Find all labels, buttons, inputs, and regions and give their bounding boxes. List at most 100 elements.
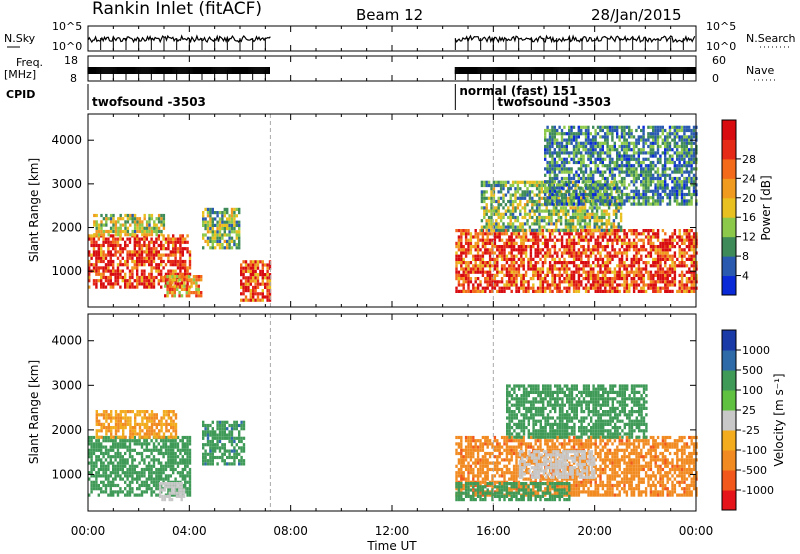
heatmap-cell (539, 248, 542, 252)
heatmap-cell (623, 277, 626, 281)
heatmap-cell (620, 160, 624, 165)
heatmap-cell (625, 286, 629, 290)
heatmap-cell (195, 281, 198, 285)
heatmap-cell (592, 196, 595, 200)
freq-tick-top: 18 (64, 54, 78, 67)
heatmap-cell (664, 280, 667, 284)
heatmap-cell (584, 167, 588, 171)
heatmap-cell (690, 202, 693, 206)
heatmap-cell (527, 238, 530, 242)
heatmap-cell (647, 125, 650, 129)
heatmap-cell (505, 238, 509, 242)
heatmap-cell (600, 222, 604, 226)
heatmap-cell (620, 270, 624, 274)
heatmap-cell (176, 263, 180, 267)
heatmap-cell (599, 251, 602, 255)
heatmap-cell (472, 270, 475, 274)
heatmap-cell (152, 240, 156, 244)
heatmap-cell (92, 445, 96, 449)
heatmap-cell (637, 289, 641, 293)
heatmap-cell (112, 266, 115, 270)
heatmap-cell (102, 223, 106, 227)
heatmap-cell (615, 209, 618, 213)
heatmap-cell (668, 148, 672, 152)
heatmap-cell (455, 251, 458, 255)
heatmap-cell (527, 286, 530, 290)
heatmap-cell (652, 273, 655, 277)
heatmap-cell (668, 160, 672, 165)
heatmap-cell (188, 287, 191, 291)
heatmap-cell (527, 257, 530, 261)
heatmap-cell (666, 280, 669, 284)
heatmap-cell (671, 235, 674, 239)
heatmap-cell (619, 206, 623, 210)
heatmap-cell (131, 282, 134, 286)
heatmap-cell (462, 280, 465, 284)
heatmap-cell (95, 266, 98, 270)
heatmap-cell (529, 251, 533, 255)
heatmap-cell (472, 267, 475, 271)
heatmap-cell (480, 219, 484, 223)
heatmap-cell (577, 144, 580, 149)
heatmap-cell (652, 199, 655, 203)
heatmap-cell (155, 233, 158, 237)
heatmap-cell (690, 257, 693, 261)
heatmap-cell (481, 241, 485, 245)
heatmap-cell (580, 125, 583, 129)
heatmap-cell (592, 283, 595, 287)
heatmap-cell (592, 154, 595, 158)
heatmap-cell (204, 207, 207, 211)
heatmap-cell (666, 144, 669, 149)
heatmap-cell (497, 215, 500, 220)
heatmap-cell (611, 254, 614, 258)
heatmap-cell (514, 215, 517, 220)
heatmap-cell (563, 167, 566, 171)
heatmap-cell (664, 148, 667, 152)
heatmap-cell (668, 125, 672, 129)
heatmap-cell (618, 273, 621, 277)
heatmap-cell (553, 160, 556, 165)
heatmap-cell (500, 232, 504, 236)
heatmap-cell (539, 286, 542, 290)
heatmap-cell (616, 202, 619, 206)
heatmap-cell (548, 180, 552, 184)
heatmap-cell (252, 279, 255, 283)
heatmap-cell (666, 157, 669, 161)
heatmap-cell (616, 277, 619, 281)
heatmap-cell (107, 259, 110, 264)
heatmap-cell (572, 289, 576, 293)
heatmap-cell (496, 273, 499, 277)
heatmap-cell (510, 251, 513, 255)
heatmap-cell (560, 160, 564, 165)
heatmap-cell (625, 248, 629, 252)
heatmap-cell (678, 232, 681, 236)
heatmap-cell (587, 232, 590, 236)
heatmap-cell (688, 192, 691, 197)
heatmap-cell (617, 193, 620, 197)
heatmap-cell (611, 173, 614, 177)
heatmap-cell (656, 186, 660, 190)
heatmap-cell (685, 264, 689, 268)
heatmap-cell (680, 180, 684, 184)
heatmap-cell (644, 261, 648, 265)
heatmap-cell (522, 280, 525, 284)
heatmap-cell (544, 154, 547, 158)
heatmap-cell (656, 261, 660, 265)
heatmap-cell (486, 261, 489, 265)
heatmap-cell (544, 245, 547, 249)
heatmap-cell (584, 264, 588, 268)
heatmap-cell (683, 125, 686, 129)
cpid-entry: normal (fast) 151 (459, 84, 577, 98)
heatmap-cell (683, 202, 686, 206)
heatmap-cell (572, 241, 576, 245)
heatmap-cell (498, 232, 501, 236)
heatmap-cell (499, 228, 503, 232)
heatmap-cell (654, 176, 657, 181)
heatmap-cell (520, 273, 523, 277)
heatmap-cell (649, 280, 653, 284)
heatmap-cell (577, 254, 581, 258)
heatmap-cell (467, 241, 470, 245)
heatmap-cell (601, 183, 604, 187)
heatmap-cell (562, 187, 565, 191)
heatmap-cell (618, 170, 621, 174)
